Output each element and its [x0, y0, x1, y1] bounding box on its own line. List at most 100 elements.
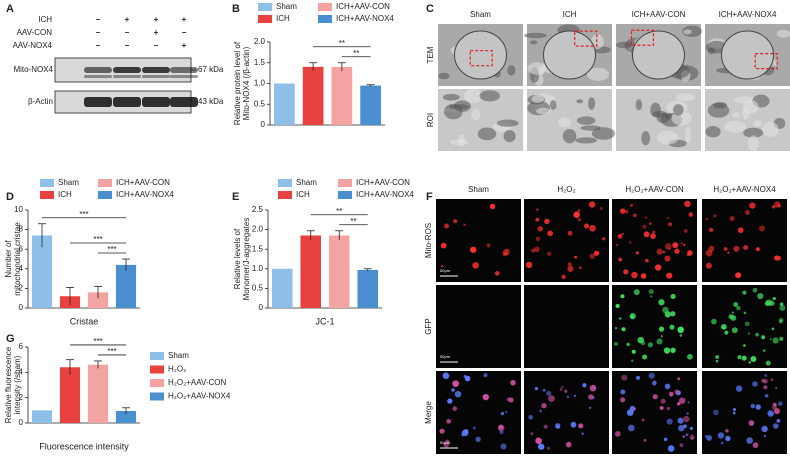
cell — [660, 335, 663, 338]
cell — [632, 213, 637, 218]
cell — [440, 264, 444, 268]
tem-texture — [575, 137, 597, 144]
tem-texture — [732, 111, 741, 118]
cell — [621, 327, 626, 332]
tem-texture — [591, 34, 604, 50]
cell — [486, 243, 491, 248]
cell — [713, 409, 719, 416]
cell — [652, 380, 657, 386]
cell — [666, 406, 671, 411]
cell — [774, 255, 780, 261]
fluorescence-image — [524, 285, 609, 368]
cell — [762, 378, 768, 384]
cell — [620, 389, 626, 395]
cell — [645, 216, 648, 219]
tem-texture — [576, 116, 596, 125]
cell — [505, 411, 508, 414]
cell — [451, 388, 455, 392]
y-tick-label: 0.5 — [252, 284, 264, 293]
cell — [666, 418, 673, 425]
row-label: Mito-ROS — [424, 223, 433, 258]
blot-band — [113, 97, 141, 107]
cell — [452, 406, 458, 412]
cell — [539, 409, 542, 413]
tem-texture — [442, 93, 460, 101]
cell — [500, 443, 507, 450]
legend-label: Sham — [296, 178, 317, 187]
condition-sign: − — [125, 28, 130, 37]
cell — [621, 209, 624, 212]
tem-texture — [438, 72, 450, 80]
bar — [115, 264, 137, 308]
y-tick-label: 2.0 — [254, 37, 266, 46]
cell — [778, 319, 783, 324]
cell — [720, 441, 724, 445]
legend-label: ICH+AAV-CON — [336, 2, 390, 11]
cell — [752, 287, 758, 293]
column-header: H₂O₂+AAV-NOX4 — [713, 185, 776, 194]
cell — [684, 200, 691, 208]
y-axis-label: Number of — [4, 240, 13, 278]
tem-texture — [463, 88, 483, 104]
cell — [561, 385, 564, 389]
legend-swatch — [258, 3, 272, 11]
cell — [640, 273, 647, 279]
blot-band — [142, 67, 170, 73]
cell — [614, 430, 621, 437]
cell — [679, 443, 684, 448]
bar — [328, 235, 350, 308]
cell — [660, 398, 666, 404]
legend-swatch — [40, 191, 54, 199]
cell — [442, 372, 450, 380]
cell — [670, 347, 676, 354]
cell — [472, 426, 476, 430]
cell — [755, 247, 760, 252]
row-label: TEM — [426, 46, 435, 63]
y-tick-label: 1.0 — [252, 264, 264, 273]
cell — [530, 432, 534, 436]
condition-sign: − — [96, 15, 101, 24]
bar — [360, 85, 381, 125]
roi-box — [469, 50, 493, 67]
legend-label: ICH+AAV-NOX4 — [116, 190, 174, 199]
fluorescence-image — [436, 285, 521, 368]
cell — [574, 255, 577, 259]
tem-texture — [530, 40, 538, 45]
cell — [508, 397, 514, 403]
cell — [749, 202, 756, 209]
scale-bar-label: 50μm — [440, 354, 451, 359]
cell — [778, 401, 783, 406]
cell — [528, 414, 534, 420]
tem-texture — [507, 65, 516, 76]
cell — [737, 355, 742, 360]
cell — [674, 389, 679, 395]
cell — [470, 248, 473, 252]
bar — [331, 66, 353, 125]
cell — [593, 250, 600, 256]
cell — [705, 218, 708, 221]
cell — [708, 245, 715, 252]
y-tick-label: 2.5 — [252, 205, 264, 214]
legend-swatch — [40, 179, 54, 187]
cell — [621, 374, 628, 381]
cell — [567, 265, 574, 272]
cell — [559, 388, 563, 391]
cell — [483, 373, 488, 378]
condition-sign: + — [154, 28, 159, 37]
cell — [663, 437, 668, 442]
cell — [765, 299, 772, 306]
y-tick-label: 8 — [19, 225, 24, 234]
cell — [658, 299, 665, 306]
cell — [633, 289, 640, 296]
cell — [648, 288, 654, 295]
cell — [729, 215, 735, 222]
cell — [744, 321, 750, 327]
cell — [750, 355, 757, 362]
tem-texture — [641, 131, 651, 146]
cell — [758, 225, 765, 232]
column-header: Sham — [470, 10, 491, 19]
legend-swatch — [98, 191, 112, 199]
cell — [510, 379, 516, 386]
cell — [645, 258, 649, 263]
